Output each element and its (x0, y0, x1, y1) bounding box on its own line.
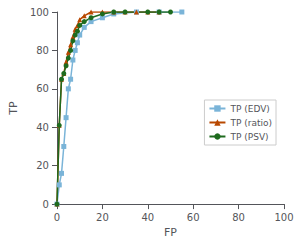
svg-text:TP: TP (7, 101, 20, 116)
svg-text:TP (ratio): TP (ratio) (229, 118, 272, 128)
svg-text:40: 40 (141, 212, 154, 223)
svg-text:0: 0 (43, 199, 49, 210)
svg-text:20: 20 (36, 160, 49, 171)
svg-text:100: 100 (30, 7, 49, 18)
svg-text:60: 60 (187, 212, 200, 223)
svg-text:FP: FP (164, 226, 177, 239)
svg-text:80: 80 (36, 45, 49, 56)
svg-text:0: 0 (54, 212, 60, 223)
svg-text:100: 100 (274, 212, 293, 223)
svg-text:TP (EDV): TP (EDV) (229, 104, 269, 114)
svg-text:60: 60 (36, 83, 49, 94)
svg-text:TP (PSV): TP (PSV) (229, 132, 268, 142)
svg-text:20: 20 (96, 212, 109, 223)
svg-text:80: 80 (232, 212, 245, 223)
svg-text:40: 40 (36, 122, 49, 133)
